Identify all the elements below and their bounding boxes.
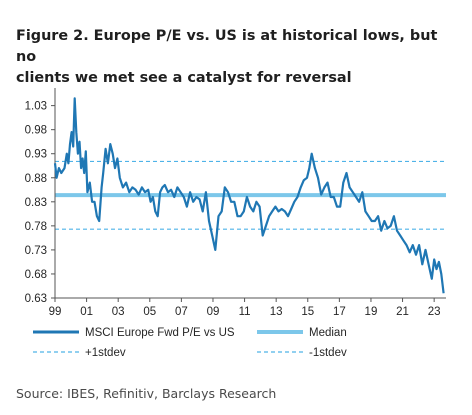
x-tick-label: 01 [80, 306, 93, 318]
y-tick-label: 0.73 [25, 245, 47, 257]
y-tick-label: 0.98 [25, 125, 47, 137]
x-tick-label: 09 [207, 306, 220, 318]
x-tick-label: 21 [396, 306, 409, 318]
x-tick-label: 13 [270, 306, 283, 318]
source-note: Source: IBES, Refinitiv, Barclays Resear… [16, 386, 277, 401]
y-tick-label: 0.93 [25, 149, 47, 161]
x-tick-label: 19 [365, 306, 378, 318]
x-tick-label: 03 [112, 306, 125, 318]
chart-title-line-2: clients we met see a catalyst for revers… [16, 70, 352, 86]
x-tick-label: 23 [428, 306, 441, 318]
chart-title-line-1: Figure 2. Europe P/E vs. US is at histor… [16, 28, 438, 65]
legend-label: Median [309, 327, 347, 339]
x-tick-label: 07 [175, 306, 188, 318]
y-tick-label: 0.88 [25, 173, 47, 185]
x-tick-label: 11 [239, 306, 251, 318]
x-tick-label: 05 [143, 306, 156, 318]
y-tick-label: 0.63 [25, 293, 47, 305]
y-tick-label: 0.83 [25, 197, 47, 209]
reference-lines [55, 160, 446, 230]
y-tick-label: 0.68 [25, 269, 47, 281]
x-tick-label: 17 [333, 306, 346, 318]
legend: MSCI Europe Fwd P/E vs US Median +1stdev -1… [33, 327, 347, 359]
y-tick-label: 0.78 [25, 221, 47, 233]
legend-label: -1stdev [309, 347, 347, 359]
x-tick-label: 15 [301, 306, 314, 318]
legend-label: +1stdev [85, 347, 126, 359]
chart-title: Figure 2. Europe P/E vs. US is at histor… [16, 26, 456, 89]
x-tick-label: 99 [49, 306, 62, 318]
y-tick-label: 1.03 [25, 101, 47, 113]
legend-label: MSCI Europe Fwd P/E vs US [85, 327, 235, 339]
series-line-msci-europe-fwd-pe-vs-us [53, 97, 445, 294]
series-layer [53, 97, 445, 294]
